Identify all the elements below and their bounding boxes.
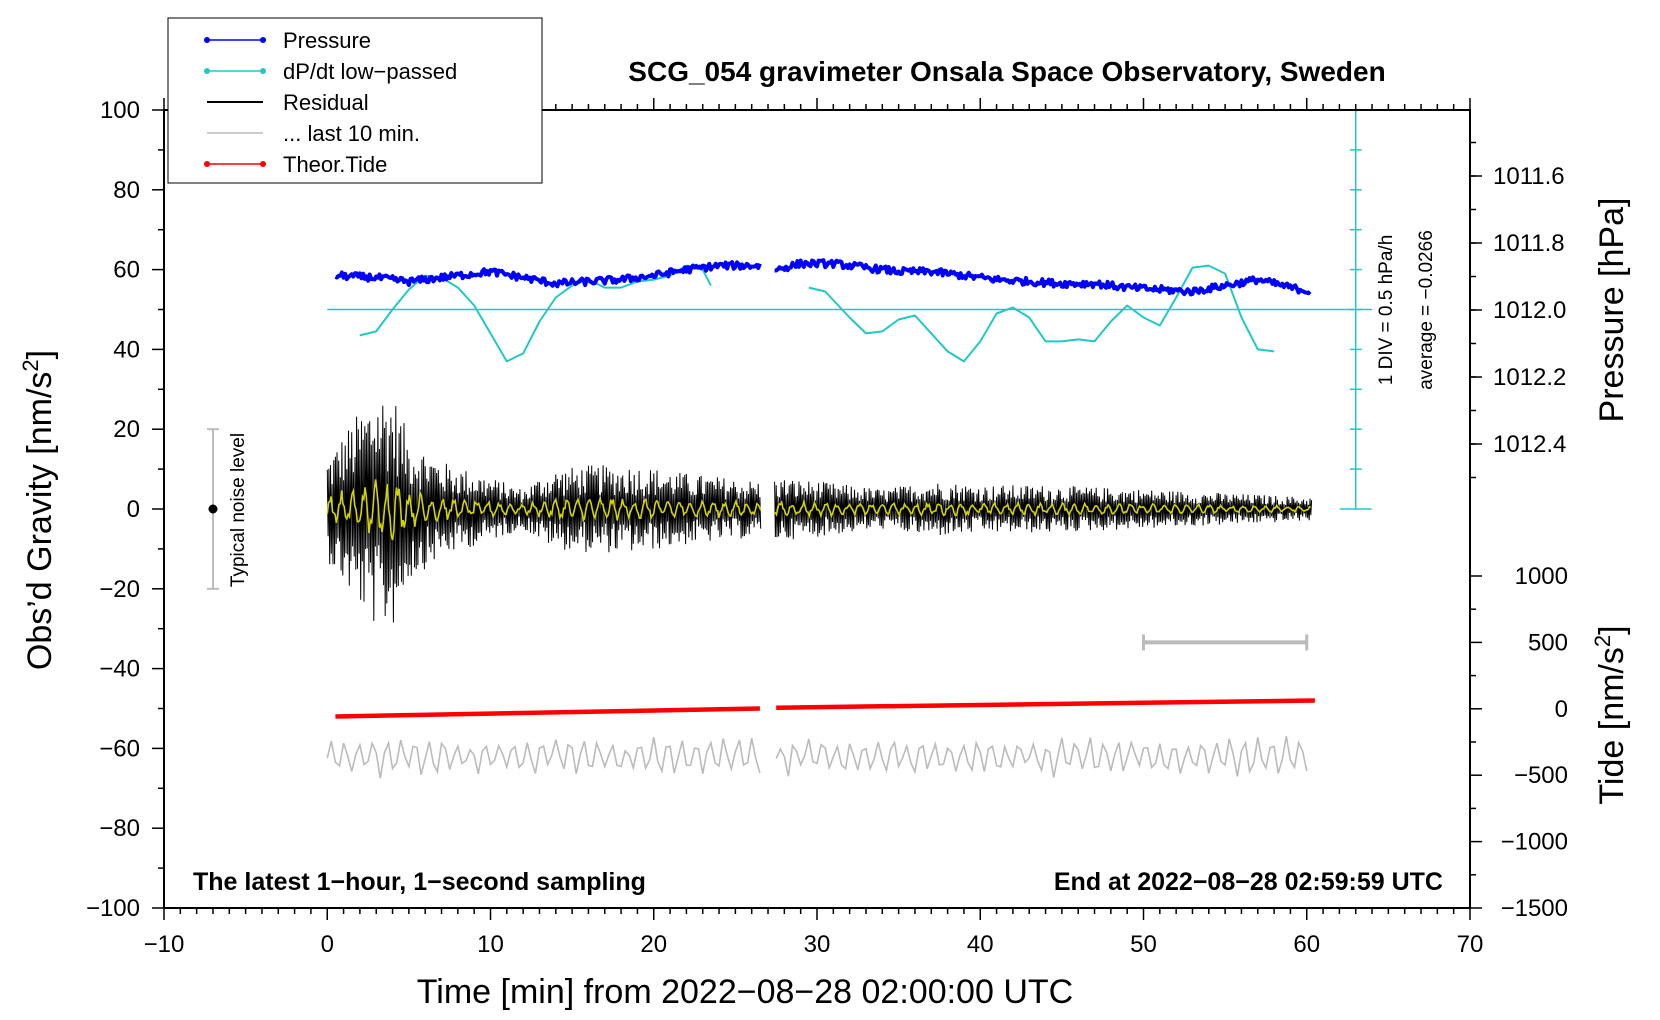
pressure-tick-label: 1011.8 — [1493, 230, 1565, 257]
average-label: average = −0.0266 — [1416, 230, 1437, 390]
legend-marker — [204, 37, 210, 43]
noise-level-label: Typical noise level — [228, 433, 249, 587]
tide-axis-label-text: Tide [nm/s — [1593, 647, 1631, 804]
pressure-tick-label: 1012.4 — [1493, 431, 1566, 458]
x-axis-label: Time [min] from 2022−08−28 02:00:00 UTC — [417, 973, 1073, 1011]
data-layer — [206, 109, 1373, 779]
legend-marker — [260, 161, 266, 167]
legend-box — [167, 17, 543, 184]
x-tick-label: 10 — [477, 931, 504, 958]
legend-marker — [204, 68, 210, 74]
x-tick-label: −10 — [144, 931, 185, 958]
y-tick-label: 0 — [127, 496, 140, 523]
residual-lowpass-line — [774, 498, 1311, 520]
tide-axis-label-end: ] — [1593, 625, 1631, 634]
pressure-tick-label: 1011.6 — [1493, 163, 1565, 190]
y-axis-label: Obs’d Gravity [nm/s2] — [18, 350, 59, 670]
legend-label: Pressure — [283, 28, 371, 53]
y-tick-label: 80 — [113, 177, 140, 204]
last10-line — [326, 737, 761, 779]
legend-label: Residual — [283, 90, 369, 115]
tide-axis-label-sup: 2 — [1590, 635, 1615, 647]
y-tick-label: −20 — [99, 576, 140, 603]
end-time-note: End at 2022−08−28 02:59:59 UTC — [1054, 868, 1443, 896]
tide-tick-label: 0 — [1555, 696, 1568, 723]
tide-tick-label: −1000 — [1501, 829, 1568, 856]
x-tick-label: 30 — [804, 931, 831, 958]
residual-lowpass-line — [326, 479, 762, 541]
y-tick-label: 40 — [113, 336, 140, 363]
x-tick-label: 50 — [1130, 931, 1157, 958]
theor-tide-line — [776, 698, 1315, 710]
x-tick-label: 70 — [1457, 931, 1484, 958]
y-tick-label: −40 — [99, 656, 140, 683]
x-tick-label: 60 — [1293, 931, 1320, 958]
y-tick-label: 60 — [113, 257, 140, 284]
noise-bar-center — [208, 504, 218, 514]
y-tick-label: 100 — [100, 97, 140, 124]
tide-axis-label: Tide [nm/s2] — [1590, 625, 1631, 804]
pressure-line — [334, 260, 762, 289]
tide-tick-label: −500 — [1514, 762, 1568, 789]
legend-label: Theor.Tide — [283, 152, 387, 177]
x-tick-label: 20 — [640, 931, 667, 958]
y-axis-label-sup: 2 — [18, 359, 43, 371]
legend-label: ... last 10 min. — [283, 121, 420, 146]
y-tick-label: −60 — [99, 735, 140, 762]
axis-ticks: −10 0 10 20 30 40 50 60 70100806040200−20−40−60−… — [86, 97, 1568, 958]
scale-div-label: 1 DIV = 0.5 hPa/h — [1376, 235, 1397, 386]
x-tick-label: 40 — [967, 931, 994, 958]
sampling-note: The latest 1−hour, 1−second sampling — [193, 868, 646, 896]
y-tick-label: −80 — [99, 815, 140, 842]
y-axis-label-text: Obs’d Gravity [nm/s — [21, 372, 59, 671]
dpdt-line — [808, 264, 1275, 363]
x-tick-label: 0 — [321, 931, 334, 958]
residual-line — [326, 405, 762, 623]
legend-marker — [260, 37, 266, 43]
tide-tick-label: 500 — [1528, 629, 1568, 656]
legend-label: dP/dt low−passed — [283, 59, 457, 84]
tide-tick-label: −1500 — [1501, 895, 1568, 922]
tide-tick-label: 1000 — [1515, 563, 1568, 590]
pressure-axis-label: Pressure [hPa] — [1593, 198, 1631, 423]
y-tick-label: −100 — [86, 895, 140, 922]
y-tick-label: 20 — [113, 416, 140, 443]
y-axis-label-end: ] — [21, 350, 59, 359]
pressure-line — [774, 258, 1312, 297]
pressure-tick-label: 1012.0 — [1493, 297, 1566, 324]
legend: Pressure dP/dt low−passed Residual ... last… — [167, 17, 543, 184]
pressure-tick-label: 1012.2 — [1493, 364, 1566, 391]
legend-marker — [204, 161, 210, 167]
legend-marker — [260, 68, 266, 74]
chart-title: SCG_054 gravimeter Onsala Space Observat… — [628, 56, 1385, 87]
theor-tide-line — [335, 706, 760, 719]
last10-line — [775, 736, 1308, 778]
legend-items: Pressure dP/dt low−passed Residual ... last… — [204, 28, 457, 177]
